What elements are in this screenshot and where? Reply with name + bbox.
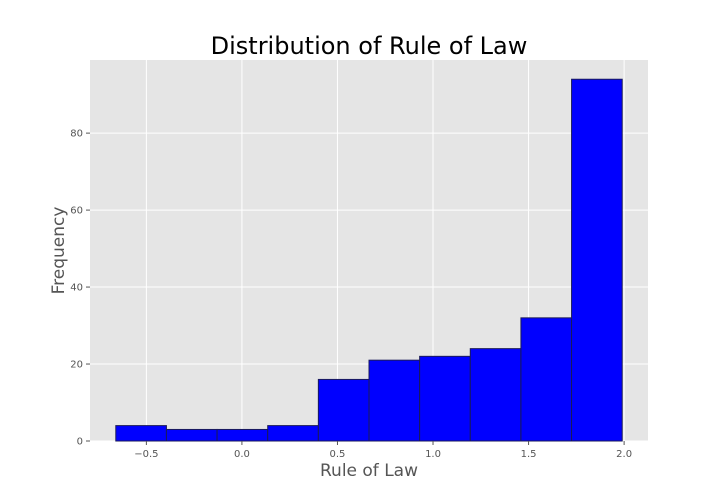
histogram-bar: [419, 355, 471, 442]
histogram-bar: [469, 348, 522, 442]
histogram-bar: [115, 425, 167, 442]
grid-lines: [90, 60, 648, 442]
histogram-bars: [115, 78, 623, 442]
histogram-bar: [571, 78, 623, 442]
histogram-bar: [216, 428, 269, 442]
histogram-bar: [317, 378, 370, 442]
y-tick-label: 20: [70, 360, 83, 371]
y-tick-label: 40: [70, 283, 83, 294]
y-axis-label: Frequency: [49, 207, 69, 295]
x-tick-label: −0.5: [134, 449, 158, 460]
histogram-bar: [267, 425, 319, 442]
histogram-bar: [165, 428, 218, 442]
x-axis-label: Rule of Law: [320, 461, 418, 481]
histogram-bar: [520, 317, 573, 442]
y-axis-ticks: 0 20 40 60 80: [70, 129, 90, 448]
x-tick-label: 1.0: [425, 449, 441, 460]
y-tick-label: 0: [77, 437, 83, 448]
y-tick-label: 80: [70, 129, 83, 140]
x-axis-ticks: −0.5 0.0 0.5 1.0 1.5 2.0: [134, 441, 632, 460]
x-tick-label: 2.0: [616, 449, 632, 460]
x-tick-label: 0.5: [330, 449, 346, 460]
x-tick-label: 1.5: [521, 449, 537, 460]
x-tick-label: 0.0: [234, 449, 250, 460]
chart-title: Distribution of Rule of Law: [211, 32, 528, 60]
histogram-bar: [368, 359, 421, 442]
y-tick-label: 60: [70, 206, 83, 217]
